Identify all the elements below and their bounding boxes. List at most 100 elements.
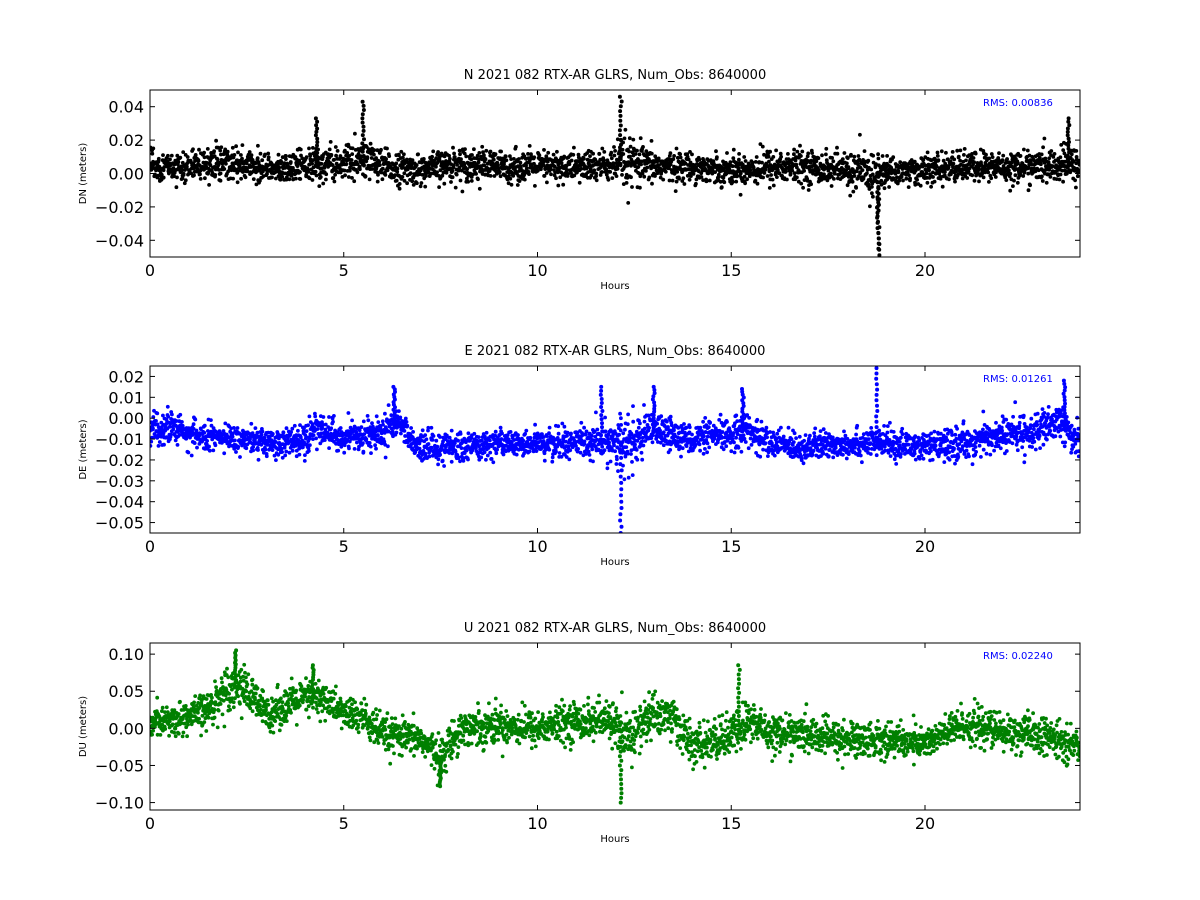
north-point (1054, 177, 1059, 182)
north-point (402, 171, 407, 176)
north-point (321, 181, 326, 186)
east-point (346, 429, 350, 434)
north-point (335, 149, 340, 153)
north-chart-title: N 2021 082 RTX-AR GLRS, Num_Obs: 8640000 (464, 68, 766, 83)
north-y-tick-label: 0.00 (108, 165, 144, 184)
north-point (377, 159, 382, 164)
north-spike-point (618, 109, 623, 114)
east-point (411, 430, 415, 434)
east-point (495, 447, 499, 452)
east-point (223, 421, 228, 426)
north-point (965, 176, 970, 180)
north-point (185, 155, 190, 159)
north-point (166, 153, 170, 158)
north-point (522, 177, 527, 182)
north-point (950, 150, 955, 154)
east-point (560, 421, 565, 426)
north-point (1038, 158, 1042, 163)
east-point (202, 423, 207, 428)
east-point (270, 448, 275, 452)
east-point (482, 450, 487, 455)
north-point (365, 155, 370, 160)
north-point (552, 164, 557, 169)
north-point (624, 181, 629, 185)
east-point (484, 430, 489, 435)
east-point (284, 449, 289, 454)
east-point (150, 444, 153, 448)
north-spike-point (1066, 160, 1071, 165)
north-point (347, 154, 352, 158)
north-point (961, 159, 966, 164)
east-point (456, 438, 460, 443)
north-point (401, 155, 405, 160)
north-spike-point (313, 116, 318, 121)
north-point (203, 176, 207, 181)
north-point (971, 156, 976, 160)
north-spike-point (314, 153, 319, 158)
north-point (871, 153, 875, 158)
north-point (713, 170, 717, 175)
north-point (1026, 188, 1031, 193)
east-point (350, 418, 354, 423)
north-point (989, 176, 994, 181)
north-point (825, 178, 830, 183)
north-point (175, 175, 179, 180)
north-point (350, 146, 355, 151)
north-point (357, 149, 362, 153)
east-point (315, 447, 319, 452)
east-point (449, 428, 454, 433)
north-point (653, 174, 657, 178)
north-point (876, 156, 881, 161)
north-point (1025, 148, 1030, 153)
north-point (460, 189, 465, 194)
north-point (451, 165, 456, 170)
east-point (234, 450, 238, 454)
east-point (296, 438, 301, 443)
north-point (874, 162, 878, 167)
north-point (345, 151, 350, 155)
north-point (663, 169, 668, 174)
east-point (383, 455, 388, 460)
north-point (378, 163, 382, 167)
north-point (181, 150, 186, 155)
north-point (395, 169, 400, 174)
north-point (270, 175, 274, 180)
north-spike-point (618, 113, 623, 118)
north-point (623, 127, 628, 132)
east-point (499, 437, 504, 441)
east-point (545, 434, 549, 438)
east-point (373, 443, 377, 448)
north-point (591, 151, 595, 156)
north-point (750, 160, 755, 165)
north-point (1039, 162, 1043, 167)
north-point (668, 151, 673, 156)
north-point (993, 175, 998, 179)
north-point (794, 162, 799, 167)
north-point (845, 183, 850, 188)
north-spike-point (619, 99, 624, 104)
north-spike-point (360, 120, 365, 125)
east-point (260, 429, 265, 434)
north-point (947, 177, 951, 182)
north-spike-point (361, 108, 366, 112)
north-point (1040, 174, 1044, 179)
east-point (562, 424, 567, 429)
north-point (394, 161, 399, 166)
east-point (279, 446, 284, 451)
north-point (849, 152, 853, 157)
east-point (618, 428, 623, 433)
north-point (343, 173, 347, 178)
east-point (603, 415, 607, 420)
north-y-tick-label: 0.04 (108, 98, 144, 117)
east-point (380, 419, 385, 424)
north-point (1022, 147, 1026, 152)
north-point (925, 180, 930, 185)
north-point (600, 146, 605, 151)
north-point (408, 171, 413, 176)
north-point (224, 161, 228, 166)
north-point (202, 150, 207, 155)
east-point (616, 469, 620, 473)
north-point (1044, 180, 1049, 185)
north-point (240, 143, 245, 148)
east-point (189, 453, 194, 458)
